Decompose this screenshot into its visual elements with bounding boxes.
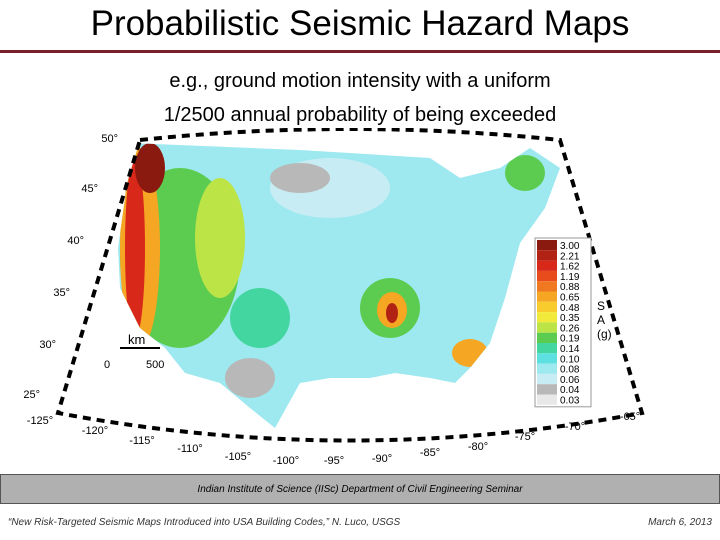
longitude-label: -120° <box>82 425 108 437</box>
longitude-label: -80° <box>468 441 488 453</box>
footer-banner: Indian Institute of Science (IISc) Depar… <box>0 474 720 504</box>
legend-label: 1.62 <box>560 262 580 273</box>
legend-swatch <box>537 291 557 302</box>
legend-label: 0.19 <box>560 334 580 345</box>
hazard-map: km 0 500 50° 45° 40° 35° 30° 25° -125° -120° -11… <box>23 128 645 467</box>
scale-start: 0 <box>104 359 110 371</box>
longitude-label: -100° <box>273 455 299 467</box>
longitude-label: -70° <box>565 421 585 433</box>
legend-label: 0.35 <box>560 313 580 324</box>
legend-label: 0.14 <box>560 344 580 355</box>
scale-end: 500 <box>146 359 164 371</box>
latitude-label: 30° <box>39 339 56 351</box>
longitude-label: -110° <box>177 443 203 455</box>
legend-swatch <box>537 250 557 261</box>
legend-swatch <box>537 240 557 251</box>
legend-swatch <box>537 343 557 354</box>
legend-label: 0.03 <box>560 396 580 407</box>
legend-swatch <box>537 301 557 313</box>
title-rule <box>0 50 720 53</box>
longitude-label: -65° <box>620 411 640 423</box>
legend-label: 0.04 <box>560 385 580 396</box>
legend-swatch <box>537 322 557 333</box>
legend-swatch <box>537 384 557 395</box>
legend-label: 0.48 <box>560 303 580 314</box>
longitude-label: -75° <box>515 431 535 443</box>
longitude-label: -90° <box>372 453 392 465</box>
latitude-label: 35° <box>53 287 70 299</box>
legend-swatch <box>537 312 557 323</box>
legend-label: 0.65 <box>560 293 580 304</box>
date: March 6, 2013 <box>648 517 712 528</box>
legend-axis-label: A <box>597 313 605 327</box>
latitude-label: 40° <box>67 235 84 247</box>
map-fill <box>118 143 560 428</box>
latitude-label: 50° <box>101 133 118 145</box>
legend-swatch <box>537 281 557 292</box>
legend-swatch <box>537 260 557 271</box>
legend-swatch <box>537 332 557 343</box>
citation: “New Risk-Targeted Seismic Maps Introduc… <box>8 517 401 528</box>
subtitle: e.g., ground motion intensity with a uni… <box>169 70 551 92</box>
legend-swatch <box>537 353 557 364</box>
legend-swatch <box>537 363 557 374</box>
scale-unit: km <box>128 332 145 347</box>
longitude-label: -125° <box>27 415 53 427</box>
longitude-label: -115° <box>129 435 155 447</box>
legend-label: 0.06 <box>560 375 580 386</box>
legend-label: 0.10 <box>560 354 580 365</box>
title: Probabilistic Seismic Hazard Maps <box>90 4 630 43</box>
legend-label: 0.26 <box>560 323 580 334</box>
legend-axis-label: (g) <box>597 327 612 341</box>
latitude-label: 45° <box>81 183 98 195</box>
legend-swatch <box>537 373 557 385</box>
longitude-label: -105° <box>225 451 251 463</box>
legend-swatch <box>537 270 557 282</box>
legend-label: 0.08 <box>560 365 580 376</box>
legend-label: 0.88 <box>560 282 580 293</box>
legend-label: 1.19 <box>560 272 580 283</box>
legend-swatch <box>537 394 557 405</box>
legend-axis-label: S <box>597 299 605 313</box>
legend-label: 2.21 <box>560 251 580 262</box>
latitude-label: 25° <box>23 389 40 401</box>
longitude-label: -85° <box>420 447 440 459</box>
longitude-label: -95° <box>324 455 344 467</box>
legend-label: 3.00 <box>560 241 580 252</box>
subtitle: 1/2500 annual probability of being excee… <box>163 104 557 126</box>
